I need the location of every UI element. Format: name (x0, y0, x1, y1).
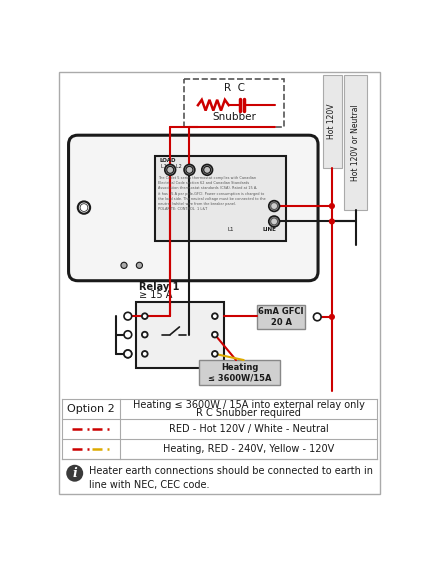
Text: RED - Hot 120V / White - Neutral: RED - Hot 120V / White - Neutral (169, 424, 329, 433)
Circle shape (66, 465, 83, 482)
Circle shape (142, 313, 148, 319)
Text: R  C: R C (224, 83, 245, 93)
Circle shape (143, 333, 147, 337)
Text: Snubber: Snubber (212, 112, 256, 123)
Text: Heater earth connections should be connected to earth in
line with NEC, CEC code: Heater earth connections should be conne… (88, 466, 372, 490)
Text: R C Snubber required: R C Snubber required (196, 408, 301, 418)
Text: The Cadet 5 series thermostat complies with Canadian
Electrical Code section 62 : The Cadet 5 series thermostat complies w… (158, 176, 266, 211)
Circle shape (165, 165, 175, 175)
FancyBboxPatch shape (69, 135, 318, 281)
Circle shape (184, 165, 195, 175)
Circle shape (202, 165, 212, 175)
Bar (344, 75, 367, 210)
Circle shape (121, 262, 127, 269)
Circle shape (136, 262, 142, 269)
Circle shape (212, 351, 218, 357)
Circle shape (124, 350, 132, 358)
Text: Hot 120V: Hot 120V (327, 103, 336, 139)
Circle shape (143, 314, 147, 318)
Circle shape (269, 201, 280, 211)
Circle shape (314, 313, 321, 321)
Text: L1: L1 (228, 228, 234, 233)
Circle shape (143, 352, 147, 356)
Bar (199, 360, 280, 384)
Bar (136, 302, 224, 368)
Circle shape (142, 332, 148, 338)
Circle shape (204, 166, 211, 173)
Circle shape (124, 331, 132, 338)
Circle shape (186, 166, 193, 173)
Text: LOAD: LOAD (160, 158, 176, 163)
Circle shape (213, 333, 217, 337)
Circle shape (124, 350, 132, 358)
Text: ≥ 15 A: ≥ 15 A (139, 289, 173, 300)
Circle shape (124, 312, 132, 320)
Text: Option 2: Option 2 (67, 404, 115, 414)
Circle shape (142, 351, 148, 357)
Text: Heating
≤ 3600W/15A: Heating ≤ 3600W/15A (208, 362, 272, 382)
Text: i: i (73, 466, 77, 480)
Text: Heating, RED - 240V, Yellow - 120V: Heating, RED - 240V, Yellow - 120V (163, 443, 334, 454)
Circle shape (329, 314, 335, 320)
Circle shape (213, 352, 217, 356)
Circle shape (167, 166, 174, 173)
Circle shape (329, 219, 335, 225)
Text: Relay 1: Relay 1 (139, 282, 180, 292)
Circle shape (271, 218, 278, 225)
Bar (155, 156, 286, 241)
Circle shape (269, 216, 280, 227)
Circle shape (80, 204, 88, 211)
Text: L1      L2: L1 L2 (161, 164, 182, 169)
Circle shape (78, 201, 90, 214)
Circle shape (212, 332, 218, 338)
Text: Heating ≤ 3600W / 15A into external relay only: Heating ≤ 3600W / 15A into external rela… (133, 400, 365, 410)
Circle shape (212, 313, 218, 319)
Bar (257, 305, 305, 329)
Text: Hot 120V or Neutral: Hot 120V or Neutral (351, 104, 360, 180)
Text: LINE: LINE (263, 228, 276, 233)
Bar (184, 79, 284, 126)
Circle shape (271, 202, 278, 210)
Circle shape (329, 203, 335, 209)
Text: 6mA GFCI
20 A: 6mA GFCI 20 A (258, 307, 304, 327)
Circle shape (213, 314, 217, 318)
Bar (323, 75, 342, 167)
